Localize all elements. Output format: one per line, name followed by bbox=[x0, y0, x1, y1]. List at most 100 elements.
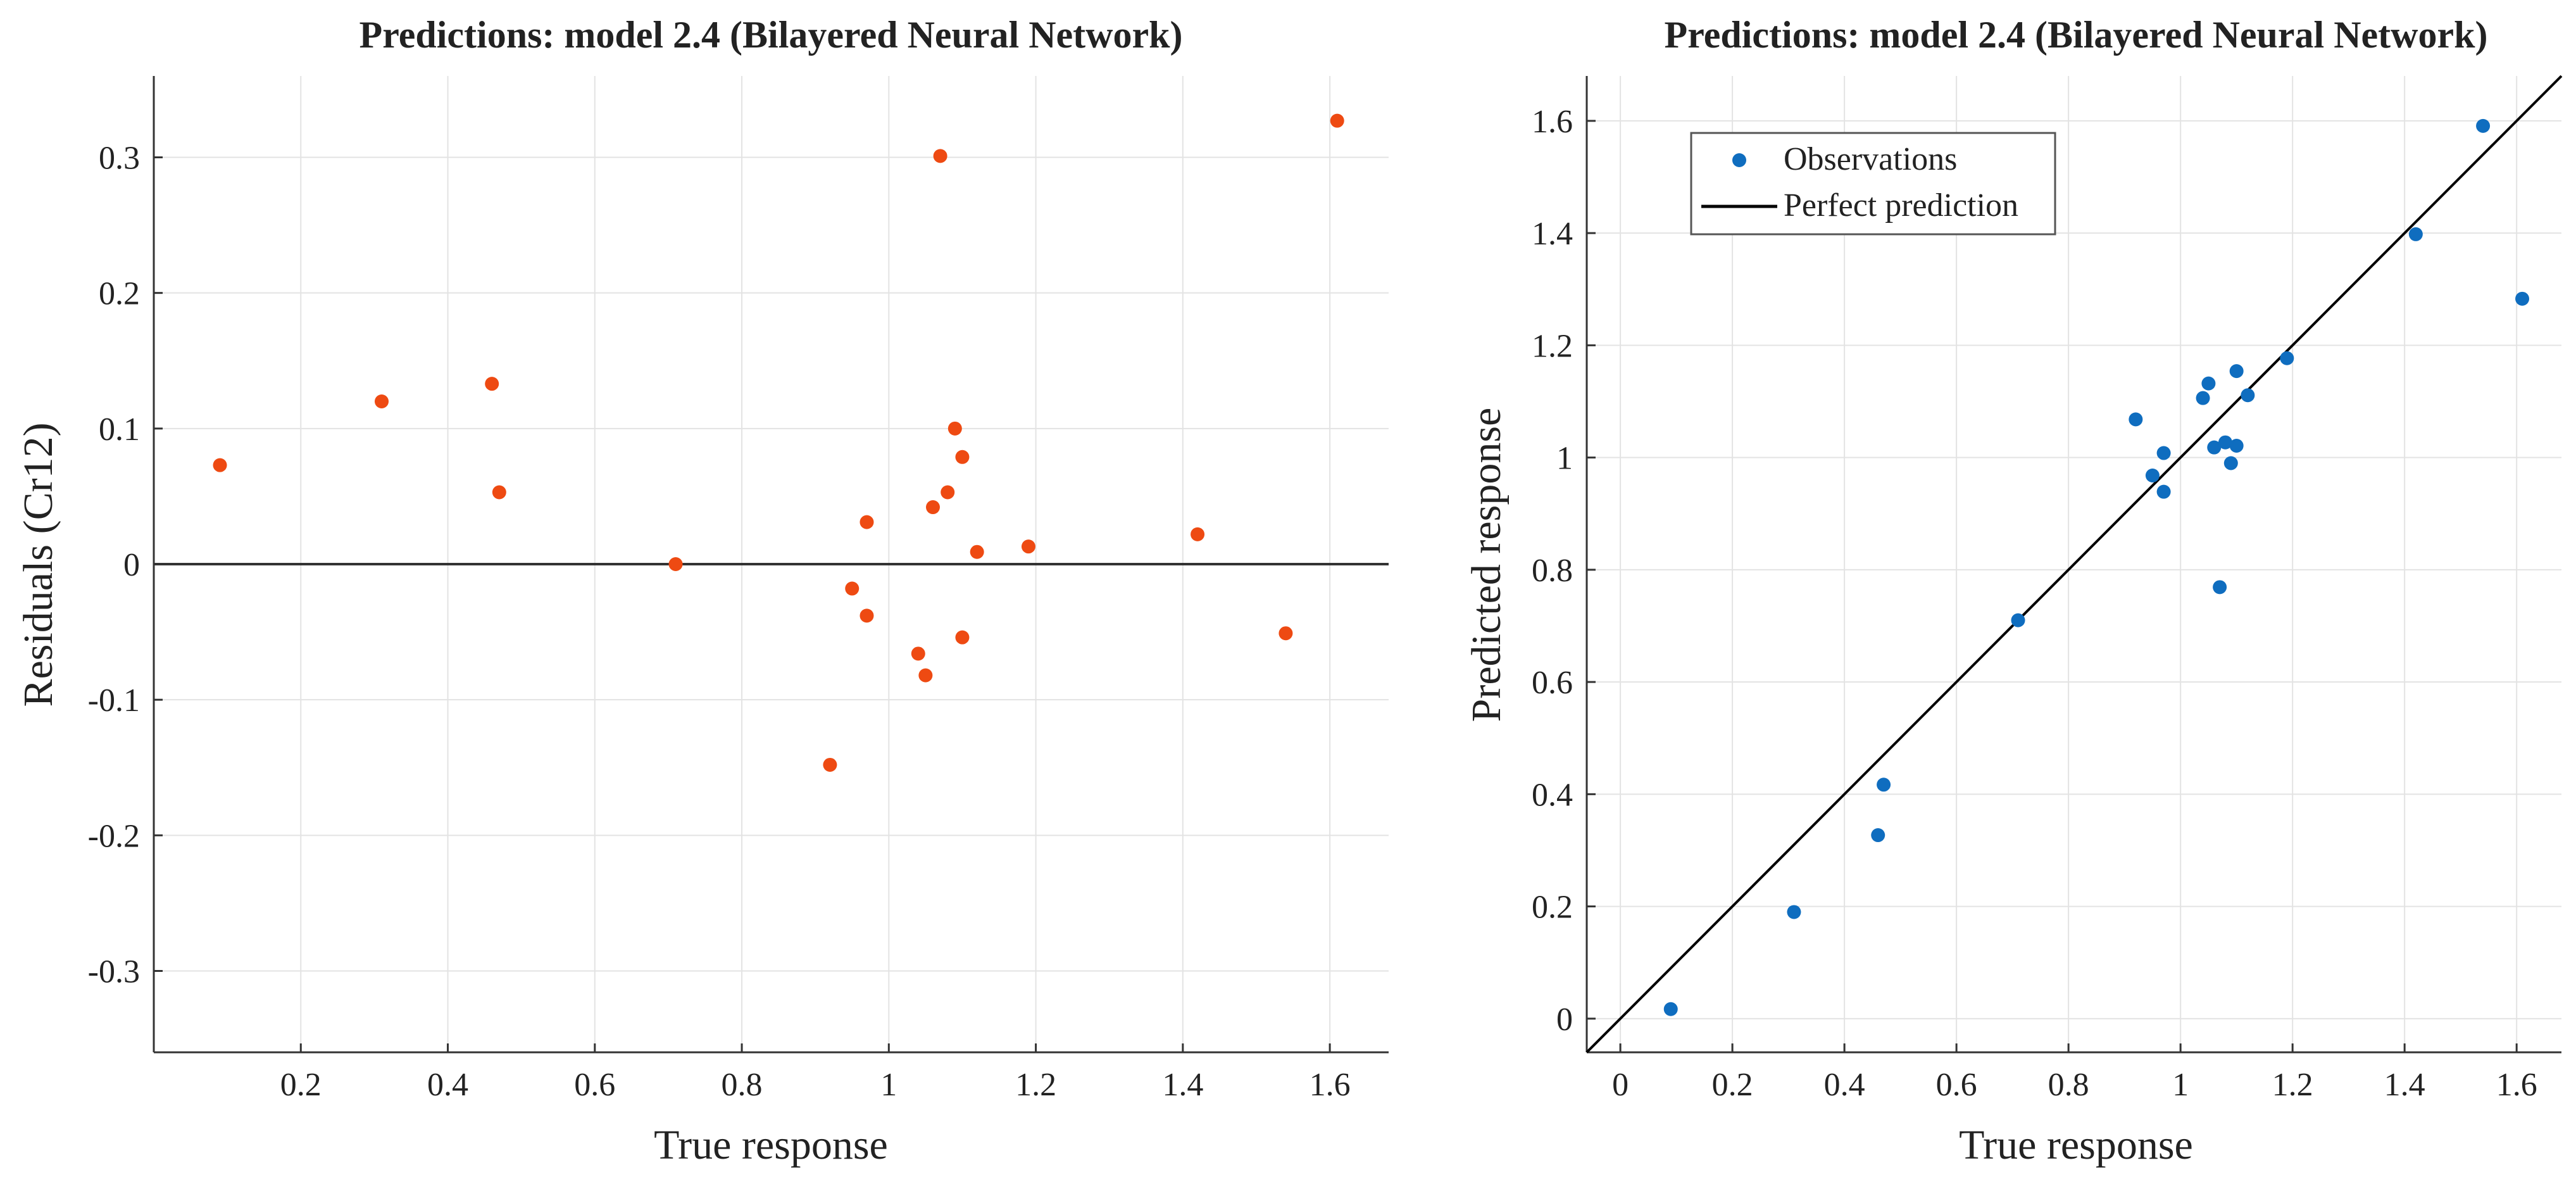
x-tick-label: 0.8 bbox=[2048, 1067, 2089, 1103]
legend-box bbox=[1690, 132, 2056, 236]
observation-point bbox=[2515, 291, 2530, 306]
residual-point bbox=[492, 485, 506, 500]
x-tick-label: 0.4 bbox=[1824, 1067, 1865, 1103]
y-tick-label: 1 bbox=[1556, 441, 1573, 477]
residual-point bbox=[860, 608, 874, 623]
y-tick-label: -0.1 bbox=[88, 683, 140, 719]
observation-point bbox=[2476, 118, 2491, 133]
y-tick-label: -0.3 bbox=[88, 954, 140, 990]
y-tick-label: 0.2 bbox=[1532, 890, 1573, 926]
observation-point bbox=[2207, 440, 2222, 455]
x-tick-label: 1 bbox=[2172, 1067, 2189, 1103]
residuals-plot: Predictions: model 2.4 (Bilayered Neural… bbox=[15, 14, 1389, 1168]
residual-point bbox=[970, 545, 984, 559]
observation-point bbox=[2145, 468, 2160, 482]
x-tick-label: 0.2 bbox=[1712, 1067, 1753, 1103]
residual-point bbox=[485, 377, 499, 391]
x-tick-label: 1 bbox=[880, 1067, 897, 1103]
predicted-gridlines bbox=[1587, 76, 2561, 1052]
residual-point bbox=[918, 668, 933, 683]
residuals-tick-labels: 0.2 0.4 0.6 0.8 1 1.2 1.4 1.6 -0.3 -0.2 -0.1 0 0.1 0.… bbox=[88, 141, 1351, 1104]
observation-point bbox=[2156, 484, 2171, 499]
x-tick-label: 0.2 bbox=[280, 1067, 322, 1103]
residuals-y-axis-label: Residuals (Cr12) bbox=[15, 422, 61, 707]
observation-points bbox=[1663, 118, 2530, 1016]
y-tick-label: 1.2 bbox=[1532, 328, 1573, 364]
observation-point bbox=[1787, 905, 1801, 919]
residual-point bbox=[668, 557, 683, 571]
residual-point bbox=[955, 450, 970, 464]
predicted-vs-true-plot: Predictions: model 2.4 (Bilayered Neural… bbox=[1463, 14, 2563, 1168]
predicted-tick-labels: 0 0.2 0.4 0.6 0.8 1 1.2 1.4 1.6 0 0.2 0.4 0.6 0.8 1 1.2… bbox=[1532, 104, 2537, 1103]
observation-point bbox=[2241, 388, 2255, 403]
predicted-axes bbox=[1585, 76, 2561, 1054]
observation-point bbox=[2011, 613, 2025, 627]
y-tick-label: 0.8 bbox=[1532, 553, 1573, 589]
legend-perfect-prediction-label: Perfect prediction bbox=[1784, 187, 2018, 224]
x-tick-label: 0.4 bbox=[427, 1067, 468, 1103]
x-tick-label: 0 bbox=[1612, 1067, 1629, 1103]
residuals-plot-title: Predictions: model 2.4 (Bilayered Neural… bbox=[360, 14, 1183, 56]
residual-point bbox=[1279, 626, 1293, 641]
residual-point bbox=[941, 485, 955, 500]
residual-point bbox=[375, 394, 389, 408]
x-tick-label: 0.6 bbox=[574, 1067, 615, 1103]
observation-point bbox=[2213, 580, 2227, 595]
observation-point bbox=[2156, 446, 2171, 460]
x-tick-label: 0.8 bbox=[722, 1067, 763, 1103]
residuals-axes bbox=[153, 76, 1389, 1054]
legend: Observations Perfect prediction bbox=[1690, 132, 2056, 236]
y-tick-label: 0 bbox=[123, 547, 140, 583]
x-tick-label: 1.6 bbox=[2496, 1067, 2537, 1103]
legend-observations-label: Observations bbox=[1784, 141, 1957, 177]
residuals-x-axis-label: True response bbox=[654, 1122, 888, 1168]
residuals-gridlines bbox=[154, 76, 1389, 1052]
residual-point bbox=[845, 581, 860, 596]
observation-point bbox=[2201, 376, 2216, 391]
x-tick-label: 1.2 bbox=[1015, 1067, 1056, 1103]
y-tick-label: 1.4 bbox=[1532, 216, 1573, 252]
residual-point bbox=[1191, 527, 1205, 541]
x-tick-label: 1.4 bbox=[2384, 1067, 2425, 1103]
observation-point bbox=[2196, 391, 2210, 405]
observation-point bbox=[2129, 412, 2143, 427]
y-tick-label: 0 bbox=[1556, 1002, 1573, 1038]
observation-point bbox=[2229, 364, 2244, 379]
y-tick-label: 1.6 bbox=[1532, 104, 1573, 140]
residual-point bbox=[933, 149, 947, 163]
observation-point bbox=[1871, 828, 1885, 843]
observation-point bbox=[1877, 778, 1891, 792]
observation-point bbox=[2223, 456, 2238, 470]
x-tick-label: 1.6 bbox=[1310, 1067, 1351, 1103]
y-tick-label: 0.6 bbox=[1532, 665, 1573, 701]
residual-point bbox=[947, 421, 962, 436]
identity-line bbox=[1585, 75, 2563, 1054]
y-tick-label: 0.3 bbox=[99, 141, 140, 177]
x-tick-label: 1.2 bbox=[2272, 1067, 2313, 1103]
residual-point bbox=[911, 646, 925, 661]
y-tick-label: 0.4 bbox=[1532, 777, 1573, 813]
residual-point bbox=[1021, 539, 1035, 554]
x-tick-label: 0.6 bbox=[1936, 1067, 1977, 1103]
y-tick-label: 0.1 bbox=[99, 412, 140, 448]
observation-point bbox=[2218, 435, 2232, 450]
residual-point bbox=[1330, 113, 1344, 128]
residual-point bbox=[823, 757, 837, 772]
y-tick-label: -0.2 bbox=[88, 818, 140, 854]
predicted-plot-title: Predictions: model 2.4 (Bilayered Neural… bbox=[1665, 14, 2488, 56]
observation-point bbox=[2229, 439, 2244, 453]
y-tick-label: 0.2 bbox=[99, 276, 140, 312]
predicted-x-axis-label: True response bbox=[1959, 1122, 2193, 1168]
predicted-y-axis-label: Predicted response bbox=[1463, 408, 1510, 722]
residual-point bbox=[213, 458, 227, 472]
perfect-prediction-line bbox=[1585, 75, 2563, 1054]
x-tick-label: 1.4 bbox=[1162, 1067, 1203, 1103]
observation-point bbox=[2408, 227, 2423, 241]
residual-point bbox=[955, 630, 970, 645]
observation-point bbox=[2280, 351, 2294, 365]
legend-observations-marker bbox=[1732, 153, 1746, 167]
residuals-points bbox=[213, 113, 1344, 772]
residual-point bbox=[860, 515, 874, 529]
